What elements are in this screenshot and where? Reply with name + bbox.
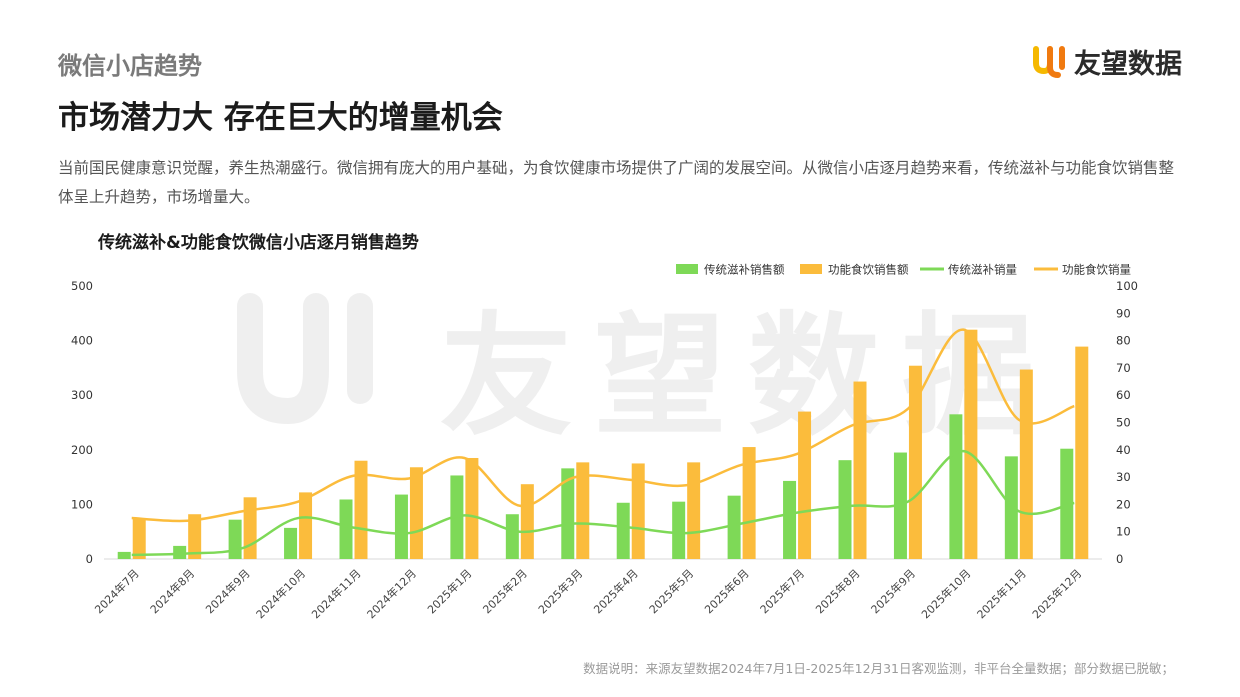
x-tick-label: 2025年7月 bbox=[757, 566, 807, 616]
footnote: 数据说明：来源友望数据2024年7月1日-2025年12月31日客观监测，非平台… bbox=[583, 661, 1174, 676]
y-right-tick-label: 30 bbox=[1116, 470, 1131, 484]
line-traditional-tonic-volume bbox=[131, 449, 1075, 557]
x-tick-label: 2024年12月 bbox=[364, 566, 419, 621]
x-tick-label: 2024年11月 bbox=[308, 566, 363, 621]
bar-functional-food-sales bbox=[299, 492, 313, 559]
page-headline: 市场潜力大 存在巨大的增量机会 bbox=[58, 100, 503, 136]
y-left-tick-label: 400 bbox=[71, 334, 93, 348]
x-tick-label: 2025年8月 bbox=[812, 566, 862, 616]
bar-traditional-tonic-sales bbox=[394, 494, 408, 559]
legend-label: 功能食饮销售额 bbox=[828, 263, 909, 277]
bar-functional-food-sales bbox=[687, 462, 701, 559]
brand-name: 友望数据 bbox=[1074, 49, 1182, 80]
x-tick-label: 2025年2月 bbox=[480, 566, 530, 616]
legend-swatch bbox=[800, 264, 822, 274]
bar-traditional-tonic-sales bbox=[1004, 456, 1018, 559]
y-right-tick-label: 90 bbox=[1116, 306, 1131, 320]
bar-traditional-tonic-sales bbox=[228, 519, 242, 559]
x-tick-label: 2025年1月 bbox=[424, 566, 474, 616]
bar-traditional-tonic-sales bbox=[284, 527, 298, 559]
y-left-tick-label: 200 bbox=[71, 443, 93, 457]
x-tick-label: 2024年7月 bbox=[92, 566, 142, 616]
x-tick-label: 2024年8月 bbox=[147, 566, 197, 616]
x-tick-label: 2025年10月 bbox=[918, 566, 973, 621]
bar-traditional-tonic-sales bbox=[561, 468, 575, 559]
bar-functional-food-sales bbox=[465, 457, 479, 559]
uy-logo-icon bbox=[1033, 45, 1065, 78]
bar-functional-food-sales bbox=[520, 484, 534, 559]
bar-traditional-tonic-sales bbox=[949, 414, 963, 559]
bar-traditional-tonic-sales bbox=[783, 480, 797, 559]
bar-functional-food-sales bbox=[631, 463, 645, 559]
x-tick-label: 2024年10月 bbox=[253, 566, 308, 621]
bar-functional-food-sales bbox=[1019, 369, 1033, 559]
brand: 友望数据 bbox=[1032, 42, 1182, 81]
bar-functional-food-sales bbox=[742, 447, 756, 559]
legend-swatch bbox=[676, 264, 698, 274]
y-right-tick-label: 20 bbox=[1116, 497, 1131, 511]
x-tick-label: 2025年6月 bbox=[702, 566, 752, 616]
x-tick-label: 2025年12月 bbox=[1029, 566, 1084, 621]
bar-functional-food-sales bbox=[908, 365, 922, 559]
legend-label: 传统滋补销量 bbox=[948, 263, 1017, 277]
bar-functional-food-sales bbox=[798, 411, 812, 559]
y-left-tick-label: 500 bbox=[71, 279, 93, 293]
bar-functional-food-sales bbox=[188, 514, 202, 559]
y-right-tick-label: 10 bbox=[1116, 525, 1131, 539]
bar-traditional-tonic-sales bbox=[117, 551, 131, 559]
page-description: 当前国民健康意识觉醒，养生热潮盛行。微信拥有庞大的用户基础，为食饮健康市场提供了… bbox=[58, 159, 1175, 206]
y-right-tick-label: 70 bbox=[1116, 361, 1131, 375]
bar-traditional-tonic-sales bbox=[672, 501, 686, 559]
bar-traditional-tonic-sales bbox=[1060, 448, 1074, 559]
bar-functional-food-sales bbox=[243, 497, 257, 559]
bar-functional-food-sales bbox=[1075, 346, 1089, 559]
bar-traditional-tonic-sales bbox=[173, 545, 187, 559]
bar-traditional-tonic-sales bbox=[339, 499, 353, 559]
bar-traditional-tonic-sales bbox=[727, 495, 741, 559]
x-tick-label: 2025年4月 bbox=[591, 566, 641, 616]
legend-label: 传统滋补销售额 bbox=[704, 263, 785, 277]
x-tick-label: 2025年9月 bbox=[868, 566, 918, 616]
y-left-tick-label: 300 bbox=[71, 388, 93, 402]
x-tick-label: 2024年9月 bbox=[203, 566, 253, 616]
y-right-tick-label: 60 bbox=[1116, 388, 1131, 402]
y-right-tick-label: 80 bbox=[1116, 334, 1131, 348]
x-tick-label: 2025年5月 bbox=[646, 566, 696, 616]
bar-traditional-tonic-sales bbox=[616, 502, 630, 559]
bar-traditional-tonic-sales bbox=[505, 514, 519, 559]
y-left-tick-label: 100 bbox=[71, 497, 93, 511]
bar-functional-food-sales bbox=[409, 467, 423, 559]
bar-functional-food-sales bbox=[354, 460, 368, 559]
x-tick-label: 2025年11月 bbox=[974, 566, 1029, 621]
bar-traditional-tonic-sales bbox=[838, 460, 852, 559]
chart-title: 传统滋补&功能食饮微信小店逐月销售趋势 bbox=[98, 233, 419, 253]
section-label: 微信小店趋势 bbox=[58, 52, 202, 80]
legend-label: 功能食饮销量 bbox=[1062, 263, 1131, 277]
bar-functional-food-sales bbox=[964, 329, 978, 559]
x-tick-label: 2025年3月 bbox=[535, 566, 585, 616]
y-right-tick-label: 40 bbox=[1116, 443, 1131, 457]
bar-functional-food-sales bbox=[132, 518, 146, 559]
y-right-tick-label: 50 bbox=[1116, 416, 1131, 430]
bar-functional-food-sales bbox=[576, 462, 590, 559]
y-right-tick-label: 100 bbox=[1116, 279, 1138, 293]
bar-functional-food-sales bbox=[853, 381, 867, 559]
line-functional-food-volume bbox=[131, 328, 1075, 523]
y-right-tick-label: 0 bbox=[1116, 552, 1123, 566]
y-left-tick-label: 0 bbox=[86, 552, 93, 566]
